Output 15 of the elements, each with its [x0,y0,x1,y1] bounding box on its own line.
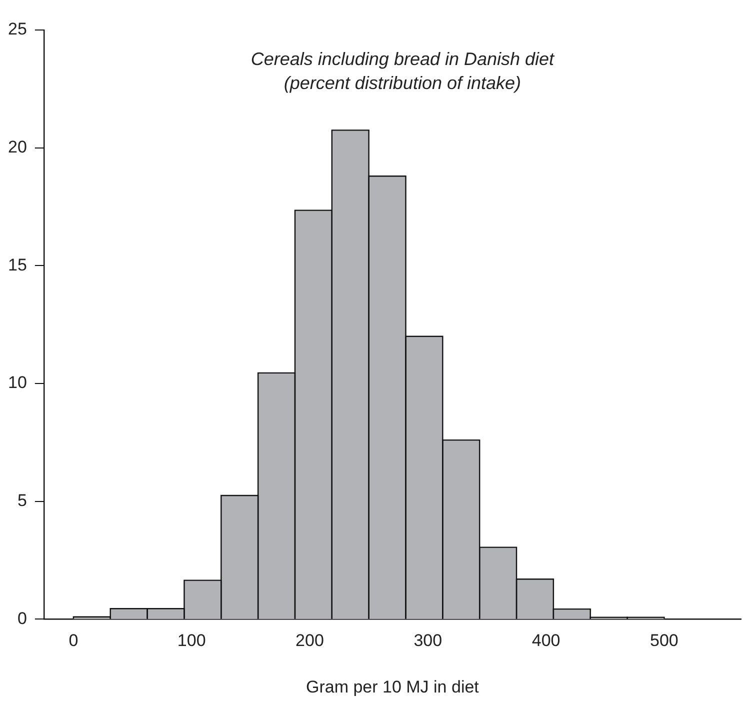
x-tick-label: 300 [414,631,442,650]
y-tick-label: 20 [8,138,27,157]
y-tick-label: 0 [17,608,27,628]
x-tick-label: 100 [177,631,206,650]
y-tick-label: 15 [8,255,27,274]
x-tick-label: 400 [532,631,560,650]
y-tick-label: 5 [17,491,27,510]
x-tick-label: 500 [650,631,678,650]
y-tick-label: 25 [8,20,27,39]
x-tick-label: 0 [68,631,78,650]
y-tick-label: 10 [8,373,27,392]
text: (percent distribution of intake) [284,73,522,93]
text: Cereals including bread in Danish diet [250,49,556,69]
x-axis-title: Gram per 10 MJ in diet [306,677,480,696]
x-tick-label: 200 [296,631,324,650]
